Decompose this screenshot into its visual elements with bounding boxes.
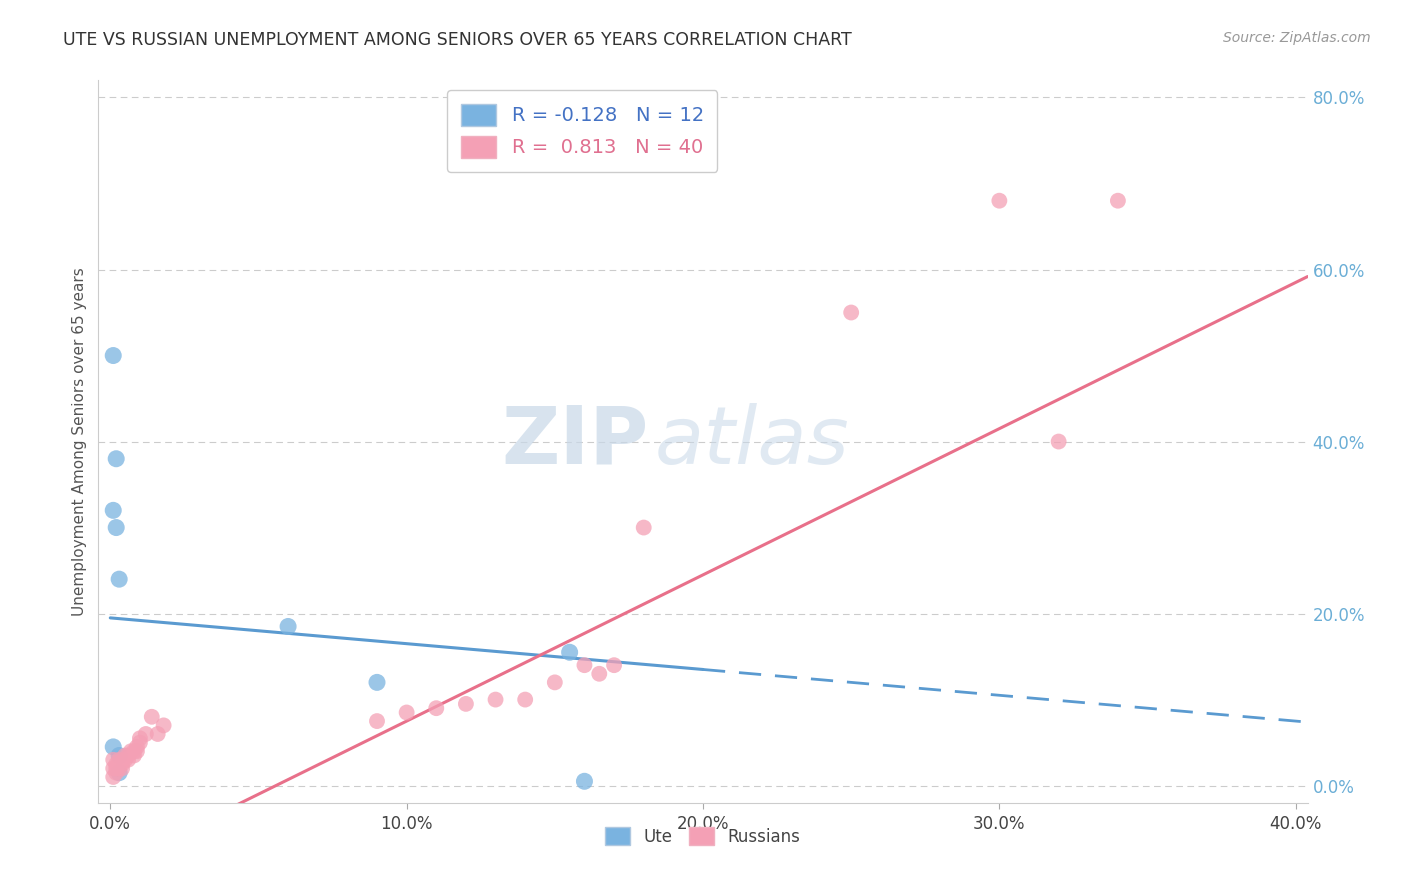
Point — [122, 744, 145, 758]
Point — [366, 675, 388, 690]
Text: UTE VS RUSSIAN UNEMPLOYMENT AMONG SENIORS OVER 65 YEARS CORRELATION CHART: UTE VS RUSSIAN UNEMPLOYMENT AMONG SENIOR… — [63, 31, 852, 49]
Point — [988, 194, 1011, 208]
Point — [146, 727, 169, 741]
Point — [125, 744, 148, 758]
Text: ZIP: ZIP — [502, 402, 648, 481]
Point — [515, 692, 537, 706]
Point — [277, 619, 299, 633]
Point — [152, 718, 174, 732]
Point — [108, 753, 131, 767]
Point — [129, 731, 152, 746]
Point — [111, 761, 134, 775]
Point — [1107, 194, 1129, 208]
Point — [108, 761, 131, 775]
Point — [103, 770, 125, 784]
Point — [103, 739, 125, 754]
Point — [117, 748, 139, 763]
Point — [129, 735, 152, 749]
Point — [122, 748, 145, 763]
Legend: Ute, Russians: Ute, Russians — [599, 821, 807, 852]
Point — [588, 666, 610, 681]
Point — [103, 753, 125, 767]
Point — [135, 727, 157, 741]
Point — [105, 451, 128, 466]
Point — [839, 305, 862, 319]
Point — [574, 658, 596, 673]
Point — [111, 757, 134, 772]
Y-axis label: Unemployment Among Seniors over 65 years: Unemployment Among Seniors over 65 years — [72, 268, 87, 615]
Text: atlas: atlas — [655, 402, 849, 481]
Point — [603, 658, 626, 673]
Point — [1047, 434, 1070, 449]
Point — [105, 761, 128, 775]
Text: Source: ZipAtlas.com: Source: ZipAtlas.com — [1223, 31, 1371, 45]
Point — [125, 739, 148, 754]
Point — [105, 765, 128, 780]
Point — [103, 349, 125, 363]
Point — [117, 753, 139, 767]
Point — [544, 675, 567, 690]
Point — [454, 697, 477, 711]
Point — [366, 714, 388, 728]
Point — [105, 757, 128, 772]
Point — [108, 572, 131, 586]
Point — [114, 748, 136, 763]
Point — [105, 520, 128, 534]
Point — [108, 765, 131, 780]
Point — [484, 692, 506, 706]
Point — [120, 744, 142, 758]
Point — [141, 710, 163, 724]
Point — [108, 748, 131, 763]
Point — [574, 774, 596, 789]
Point — [114, 753, 136, 767]
Point — [103, 503, 125, 517]
Point — [103, 761, 125, 775]
Point — [558, 645, 581, 659]
Point — [395, 706, 418, 720]
Point — [425, 701, 447, 715]
Point — [633, 520, 655, 534]
